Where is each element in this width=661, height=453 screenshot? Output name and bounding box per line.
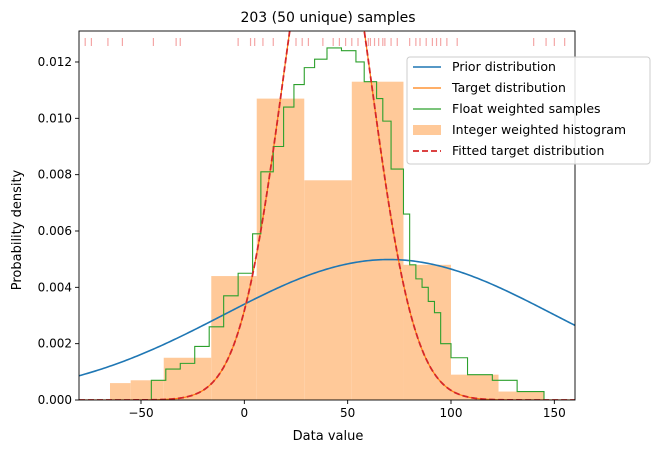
histogram-bar (110, 383, 131, 400)
legend-label: Float weighted samples (452, 101, 601, 116)
x-tick-label: −50 (128, 406, 153, 420)
x-tick-label: 50 (340, 406, 355, 420)
histogram-bar (498, 391, 544, 400)
y-tick-label: 0.008 (38, 168, 72, 182)
legend-box (406, 56, 651, 165)
legend-label: Target distribution (451, 80, 566, 95)
prior-distribution-line (79, 258, 575, 377)
legend: Prior distribution Target distribution Flo… (406, 56, 651, 165)
legend-label: Fitted target distribution (452, 143, 604, 158)
axes-frame (78, 30, 576, 401)
y-tick-label: 0.006 (38, 224, 72, 238)
legend-label: Prior distribution (452, 59, 556, 74)
legend-swatch-histogram (413, 125, 441, 135)
x-tick-label: 150 (543, 406, 566, 420)
histogram-bar (256, 98, 305, 400)
histogram-bar (211, 276, 257, 400)
y-tick-label: 0.000 (38, 393, 72, 407)
histogram-bar (451, 374, 499, 400)
histogram-bar (403, 264, 451, 400)
float-weighted-samples-step (150, 47, 545, 400)
y-axis-label: Probability density (10, 169, 25, 290)
x-tick-label: 0 (241, 406, 249, 420)
y-tick-label: 0.002 (38, 337, 72, 351)
plot-area (79, 31, 575, 400)
histogram-bar (304, 180, 352, 400)
y-tick-label: 0.010 (38, 111, 72, 125)
histogram-bar (163, 357, 212, 400)
x-tick-label: 100 (440, 406, 463, 420)
y-tick-label: 0.004 (38, 280, 72, 294)
chart-title: 203 (50 unique) samples (240, 10, 415, 26)
legend-label: Integer weighted histogram (452, 122, 626, 137)
x-axis-label: Data value (293, 429, 364, 444)
histogram-bar (130, 380, 164, 400)
y-tick-label: 0.012 (38, 55, 72, 69)
